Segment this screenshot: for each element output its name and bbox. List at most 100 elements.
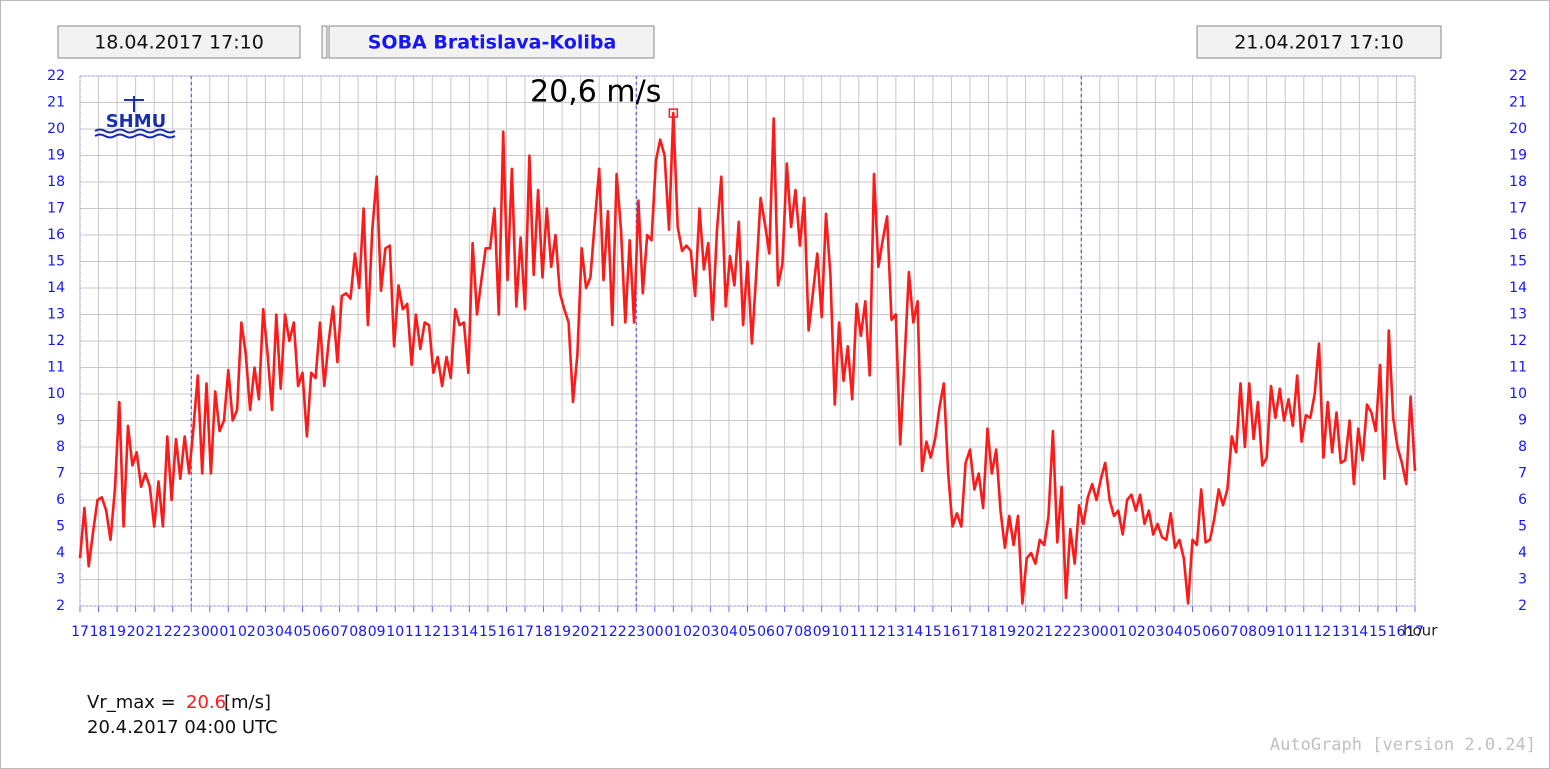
x-tick-label: 15 — [1369, 624, 1387, 640]
y-tick-label: 2 — [56, 598, 65, 614]
x-tick-label: 05 — [1184, 624, 1202, 640]
x-tick-label: 08 — [349, 624, 367, 640]
y-tick-label: 10 — [47, 386, 65, 402]
x-tick-label: 03 — [257, 624, 275, 640]
x-tick-label: 20 — [127, 624, 145, 640]
x-tick-label: 22 — [1054, 624, 1072, 640]
y2-tick-label: 21 — [1509, 95, 1527, 111]
x-tick-label: 13 — [1332, 624, 1350, 640]
x-tick-label: 19 — [998, 624, 1016, 640]
x-tick-label: 03 — [1147, 624, 1165, 640]
x-tick-label: 17 — [516, 624, 534, 640]
data-line — [78, 111, 1417, 605]
x-tick-label: 20 — [1017, 624, 1035, 640]
start-time: 18.04.2017 17:10 — [94, 32, 264, 54]
y2-tick-label: 20 — [1509, 121, 1527, 137]
y-tick-label: 7 — [56, 466, 65, 482]
x-tick-label: 12 — [1313, 624, 1331, 640]
x-tick-label: 06 — [1202, 624, 1220, 640]
x-tick-label: 12 — [423, 624, 441, 640]
x-tick-label: 22 — [609, 624, 627, 640]
y-tick-label: 21 — [47, 95, 65, 111]
x-tick-label: 09 — [813, 624, 831, 640]
credit: AutoGraph [version 2.0.24] — [1270, 735, 1536, 755]
x-tick-label: 14 — [1350, 624, 1368, 640]
x-tick-label: 11 — [850, 624, 868, 640]
x-tick-label: 02 — [683, 624, 701, 640]
x-tick-label: 03 — [702, 624, 720, 640]
x-tick-label: 00 — [646, 624, 664, 640]
y-tick-label: 8 — [56, 439, 65, 455]
x-tick-label: 18 — [980, 624, 998, 640]
x-tick-label: 19 — [553, 624, 571, 640]
x-tick-label: 11 — [405, 624, 423, 640]
y-tick-label: 14 — [47, 280, 65, 296]
y-tick-label: 15 — [47, 254, 65, 270]
footer-time: 20.4.2017 04:00 UTC — [87, 717, 278, 738]
x-tick-label: 17 — [71, 624, 89, 640]
x-tick-label: 07 — [776, 624, 794, 640]
y2-tick-label: 16 — [1509, 227, 1527, 243]
end-box — [1196, 25, 1442, 59]
y2-tick-label: 22 — [1509, 68, 1527, 84]
max-marker — [668, 108, 679, 118]
y-tick-label: 20 — [47, 121, 65, 137]
x-tick-label: 07 — [331, 624, 349, 640]
x-tick-label: 07 — [1221, 624, 1239, 640]
y2-tick-label: 18 — [1509, 174, 1527, 190]
y2-tick-label: 14 — [1509, 280, 1527, 296]
x-tick-label: 00 — [201, 624, 219, 640]
x-tick-label: 14 — [905, 624, 923, 640]
end-time: 21.04.2017 17:10 — [1234, 32, 1404, 54]
x-tick-label: 16 — [1388, 624, 1406, 640]
x-tick-label: 01 — [219, 624, 237, 640]
x-tick-label: 18 — [535, 624, 553, 640]
chart-title: SOBA Bratislava-Koliba — [368, 32, 617, 54]
x-tick-label: 10 — [1276, 624, 1294, 640]
x-tick-label: 17 — [961, 624, 979, 640]
y-tick-label: 18 — [47, 174, 65, 190]
x-tick-label: 11 — [1295, 624, 1313, 640]
x-tick-label: 23 — [627, 624, 645, 640]
x-tick-label: 04 — [275, 624, 293, 640]
x-tick-label: 23 — [182, 624, 200, 640]
x-tick-label: 09 — [368, 624, 386, 640]
x-tick-label: 18 — [90, 624, 108, 640]
y-tick-label: 6 — [56, 492, 65, 508]
y-tick-label: 17 — [47, 201, 65, 217]
y-tick-label: 11 — [47, 360, 65, 376]
y-tick-label: 5 — [56, 519, 65, 535]
footer-value: 20.6 — [186, 692, 226, 713]
x-tick-label: 15 — [479, 624, 497, 640]
x-tick-label: 22 — [164, 624, 182, 640]
y-tick-label: 13 — [47, 307, 65, 323]
y2-tick-label: 8 — [1518, 439, 1527, 455]
x-tick-label: 06 — [757, 624, 775, 640]
y2-tick-label: 15 — [1509, 254, 1527, 270]
logo: SHMU — [94, 96, 176, 139]
max-annotation: 20,6 m/s — [530, 75, 661, 110]
footer-label: Vr_max = — [87, 692, 176, 713]
x-tick-label: 05 — [739, 624, 757, 640]
x-tick-label: 13 — [887, 624, 905, 640]
title-box-edge — [321, 25, 328, 59]
x-tick-label: 15 — [924, 624, 942, 640]
x-tick-label: 02 — [1128, 624, 1146, 640]
x-tick-label: 20 — [572, 624, 590, 640]
y2-tick-label: 10 — [1509, 386, 1527, 402]
x-tick-label: 23 — [1072, 624, 1090, 640]
x-tick-label: 14 — [460, 624, 478, 640]
x-tick-label: 19 — [108, 624, 126, 640]
x-tick-label: 05 — [294, 624, 312, 640]
x-axis-label: hour — [1403, 622, 1438, 640]
x-tick-label: 09 — [1258, 624, 1276, 640]
x-tick-label: 08 — [1239, 624, 1257, 640]
x-tick-label: 10 — [831, 624, 849, 640]
y2-tick-label: 4 — [1518, 545, 1527, 561]
x-tick-label: 12 — [868, 624, 886, 640]
y2-tick-label: 12 — [1509, 333, 1527, 349]
footer-unit: [m/s] — [224, 692, 271, 713]
y2-tick-label: 9 — [1518, 413, 1527, 429]
